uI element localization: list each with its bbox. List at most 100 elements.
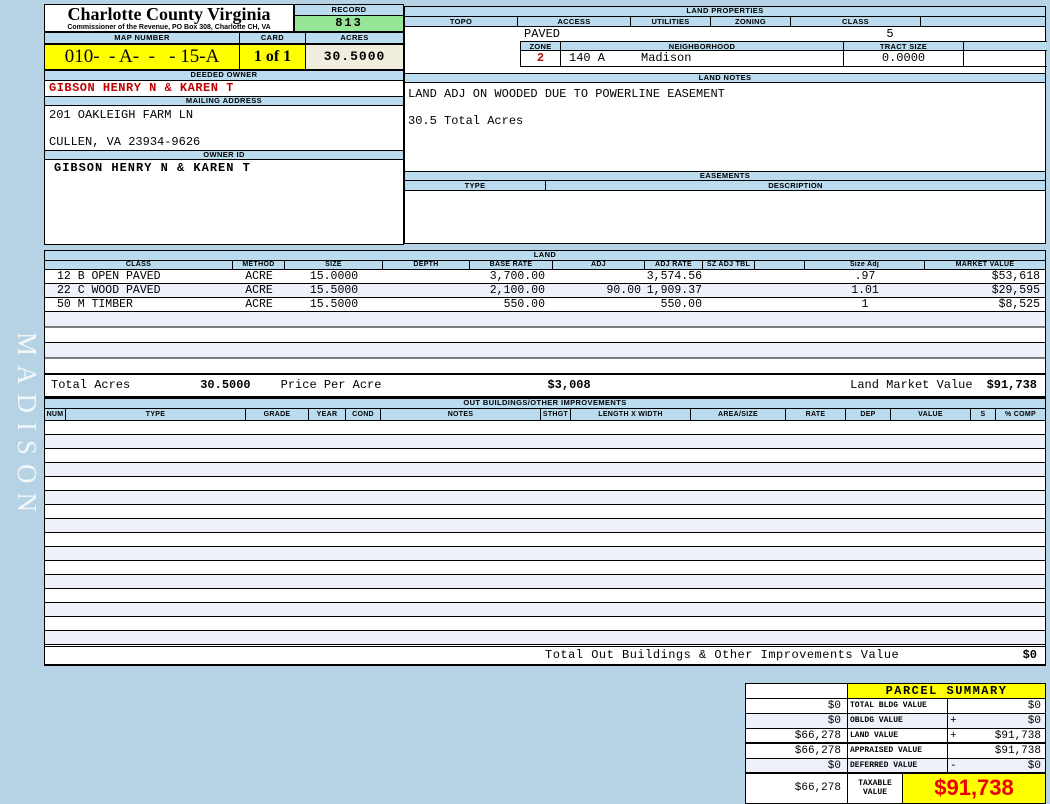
land-notes-line-2: 30.5 Total Acres (408, 114, 524, 128)
land-row-1: 12 B OPEN PAVED ACRE 15.0000 3,700.00 3,… (45, 270, 1045, 284)
lt-col-size-adj: Size Adj (805, 261, 925, 270)
ps-row-appraised: $66,278 APPRAISED VALUE $91,738 (746, 744, 1045, 759)
land-notes-line-1: LAND ADJ ON WOODED DUE TO POWERLINE EASE… (408, 87, 725, 101)
tract-size-header: TRACT SIZE (844, 42, 964, 51)
lt-col-adj-rate: ADJ RATE (645, 261, 703, 270)
ob-col-length-width: LENGTH X WIDTH (571, 409, 691, 421)
land-properties-values: PAVED 5 (405, 27, 1045, 41)
zone-blank-header (964, 42, 1047, 51)
property-record-card: Charlotte County Virginia Commissioner o… (44, 4, 1047, 804)
taxable-value-label: TAXABLE VALUE (848, 774, 903, 803)
parcel-summary-title-row: PARCEL SUMMARY (746, 684, 1045, 699)
land-market-value-label: Land Market Value (850, 378, 973, 392)
out-buildings-total-label: Total Out Buildings & Other Improvements… (545, 648, 900, 662)
ob-col-num: NUM (45, 409, 66, 421)
col-zoning: ZONING (711, 17, 791, 27)
col-blank (921, 17, 1045, 27)
neighborhood-value: 140 A Madison (561, 51, 844, 66)
ob-col-year: YEAR (309, 409, 346, 421)
out-buildings-header: OUT BUILDINGS/OTHER IMPROVEMENTS (45, 399, 1045, 409)
county-name: Charlotte County Virginia (67, 4, 271, 24)
lt-col-class: CLASS (45, 261, 233, 270)
deeded-owner-value: GIBSON HENRY N & KAREN T (49, 81, 234, 95)
out-buildings-section: OUT BUILDINGS/OTHER IMPROVEMENTS NUM TYP… (44, 398, 1046, 666)
card-value: 1 of 1 (240, 44, 306, 70)
ob-col-value: VALUE (891, 409, 971, 421)
col-class: CLASS (791, 17, 921, 27)
zone-table-columns: ZONE NEIGHBORHOOD TRACT SIZE (521, 41, 1047, 51)
lt-col-base-rate: BASE RATE (470, 261, 553, 270)
ps-row-taxable: $66,278 TAXABLE VALUE $91,738 (746, 774, 1045, 803)
land-notes-header: LAND NOTES (405, 73, 1045, 83)
address-line-1: 201 OAKLEIGH FARM LN (49, 108, 194, 122)
ps-title-prior-cell (746, 684, 848, 698)
out-buildings-empty-rows (45, 421, 1045, 646)
ob-col-type: TYPE (66, 409, 246, 421)
county-subtitle: Commissioner of the Revenue, PO Box 308,… (67, 24, 271, 31)
ps-row-total-bldg: $0 TOTAL BLDG VALUE $0 (746, 699, 1045, 714)
owner-id-value: GIBSON HENRY N & KAREN T (54, 161, 251, 175)
ps-row-obldg: $0 OBLDG VALUE + $0 (746, 714, 1045, 729)
col-access: ACCESS (518, 17, 631, 27)
ob-col-grade: GRADE (246, 409, 309, 421)
lt-col-market-value: MARKET VALUE (925, 261, 1045, 270)
lt-col-adj: ADJ (553, 261, 645, 270)
land-properties-columns: TOPO ACCESS UTILITIES ZONING CLASS (405, 17, 1045, 27)
easement-description-header: DESCRIPTION (546, 181, 1045, 191)
ob-col-notes: NOTES (381, 409, 541, 421)
acres-header: ACRES (306, 32, 404, 44)
lt-col-method: METHOD (233, 261, 285, 270)
ob-col-dep: DEP (846, 409, 891, 421)
easements-header: EASEMENTS (405, 171, 1045, 181)
zone-table-values: 2 140 A Madison 0.0000 (521, 51, 1047, 67)
land-table: LAND CLASS METHOD SIZE DEPTH BASE RATE A… (44, 250, 1046, 398)
address-line-2: CULLEN, VA 23934-9626 (49, 135, 201, 149)
record-value: 813 (294, 16, 404, 32)
land-empty-rows (45, 312, 1045, 374)
land-row-3: 50 M TIMBER ACRE 15.5000 550.00 550.00 1… (45, 298, 1045, 312)
mailing-address-header: MAILING ADDRESS (45, 96, 403, 106)
ps-row-land-value: $66,278 LAND VALUE + $91,738 (746, 729, 1045, 744)
lt-col-size: SIZE (285, 261, 383, 270)
ob-col-rate: RATE (786, 409, 846, 421)
lt-col-blank (755, 261, 805, 270)
ob-col-sthgt: STHGT (541, 409, 571, 421)
mailing-address: 201 OAKLEIGH FARM LN CULLEN, VA 23934-96… (45, 106, 403, 150)
parcel-summary-title: PARCEL SUMMARY (848, 684, 1045, 698)
land-row-2: 22 C WOOD PAVED ACRE 15.5000 2,100.00 90… (45, 284, 1045, 298)
owner-id-header: OWNER ID (45, 150, 403, 160)
land-properties-block: LAND PROPERTIES TOPO ACCESS UTILITIES ZO… (404, 6, 1047, 244)
land-table-columns: CLASS METHOD SIZE DEPTH BASE RATE ADJ AD… (45, 261, 1045, 270)
price-per-acre-label: Price Per Acre (280, 378, 382, 392)
deeded-owner-header: DEEDED OWNER (45, 71, 403, 81)
total-acres-value: 30.5000 (200, 378, 251, 392)
land-notes: LAND ADJ ON WOODED DUE TO POWERLINE EASE… (405, 83, 1045, 171)
taxable-value: $91,738 (903, 774, 1045, 803)
district-watermark: MADISON (12, 332, 42, 522)
ob-col-area-size: AREA/SIZE (691, 409, 786, 421)
card-header: CARD (240, 32, 306, 44)
class-value: 5 (886, 27, 894, 41)
ob-col-pct-comp: % COMP (996, 409, 1045, 421)
owner-block: DEEDED OWNER GIBSON HENRY N & KAREN T MA… (44, 70, 404, 245)
out-buildings-columns: NUM TYPE GRADE YEAR COND NOTES STHGT LEN… (45, 409, 1045, 421)
easement-type-header: TYPE (405, 181, 546, 191)
lt-col-depth: DEPTH (383, 261, 470, 270)
map-number-value: 010- - A- - - 15-A (44, 44, 240, 70)
land-table-header: LAND (45, 251, 1045, 261)
lt-col-sz-adj-tbl: SZ ADJ TBL (703, 261, 755, 270)
land-market-value-value: $91,738 (986, 378, 1037, 392)
zone-table: ZONE NEIGHBORHOOD TRACT SIZE 2 140 A Mad… (520, 41, 1047, 67)
col-topo: TOPO (405, 17, 518, 27)
zone-blank-cell (964, 51, 1047, 66)
access-value: PAVED (524, 27, 561, 41)
acres-value: 30.5000 (306, 44, 404, 70)
record-header: RECORD (294, 4, 404, 16)
ob-col-cond: COND (346, 409, 381, 421)
map-number-header: MAP NUMBER (44, 32, 240, 44)
land-properties-header: LAND PROPERTIES (405, 7, 1045, 17)
tract-size-value: 0.0000 (844, 51, 964, 66)
easements-columns: TYPE DESCRIPTION (405, 181, 1045, 191)
land-totals-row: Total Acres 30.5000 Price Per Acre $3,00… (45, 374, 1045, 395)
total-acres-label: Total Acres (51, 378, 131, 392)
